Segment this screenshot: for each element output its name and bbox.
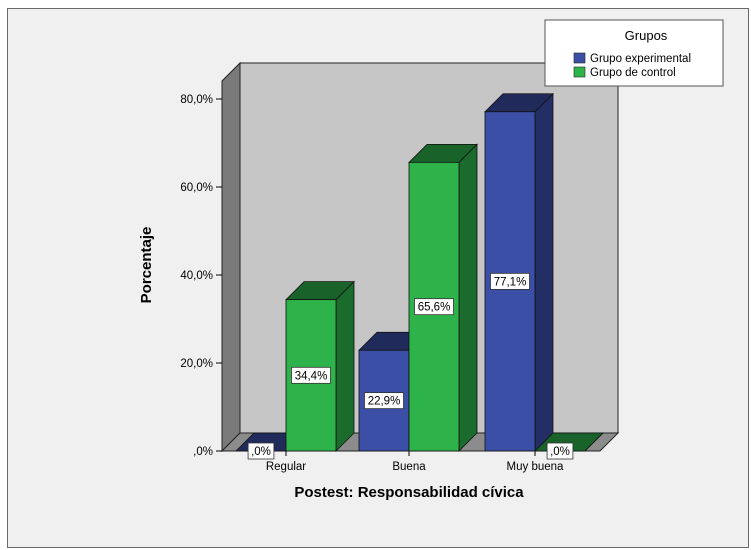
y-tick-label: 60,0% [180, 182, 213, 194]
x-axis-title: Postest: Responsabilidad cívica [294, 484, 524, 501]
data-label-box [490, 272, 530, 290]
data-label: ,0% [550, 446, 570, 458]
bar-side [534, 92, 554, 452]
y-axis-title: Porcentaje [138, 227, 155, 304]
bar [484, 92, 554, 452]
bar-side [458, 143, 478, 452]
data-label: 22,9% [368, 396, 401, 408]
legend: Grupos Grupo experimental Grupo de contr… [544, 19, 724, 87]
side-wall [221, 61, 241, 453]
bar-side [335, 280, 355, 452]
data-label-box [291, 366, 331, 384]
y-tick-label: 80,0% [180, 94, 213, 106]
y-tick-label: 20,0% [180, 358, 213, 370]
x-tick-label: Buena [392, 461, 426, 473]
data-label-box [414, 298, 454, 316]
legend-label-control: Grupo de control [590, 67, 676, 79]
data-label-box [546, 442, 574, 460]
data-label: 77,1% [494, 276, 527, 288]
bar [408, 143, 478, 452]
x-tick-label: Muy buena [507, 461, 565, 473]
y-tick-label: 40,0% [180, 270, 213, 282]
data-label-box [364, 392, 404, 410]
legend-title: Grupos [625, 28, 668, 43]
legend-swatch-experimental [573, 52, 586, 64]
x-tick-label: Regular [266, 461, 306, 473]
data-label: ,0% [251, 446, 271, 458]
bar [285, 280, 355, 452]
legend-swatch-control [573, 66, 586, 78]
data-label: 65,6% [418, 302, 451, 314]
y-tick-label: ,0% [193, 446, 213, 458]
data-label-box [247, 442, 275, 460]
legend-label-experimental: Grupo experimental [590, 53, 691, 65]
data-label: 34,4% [295, 370, 328, 382]
